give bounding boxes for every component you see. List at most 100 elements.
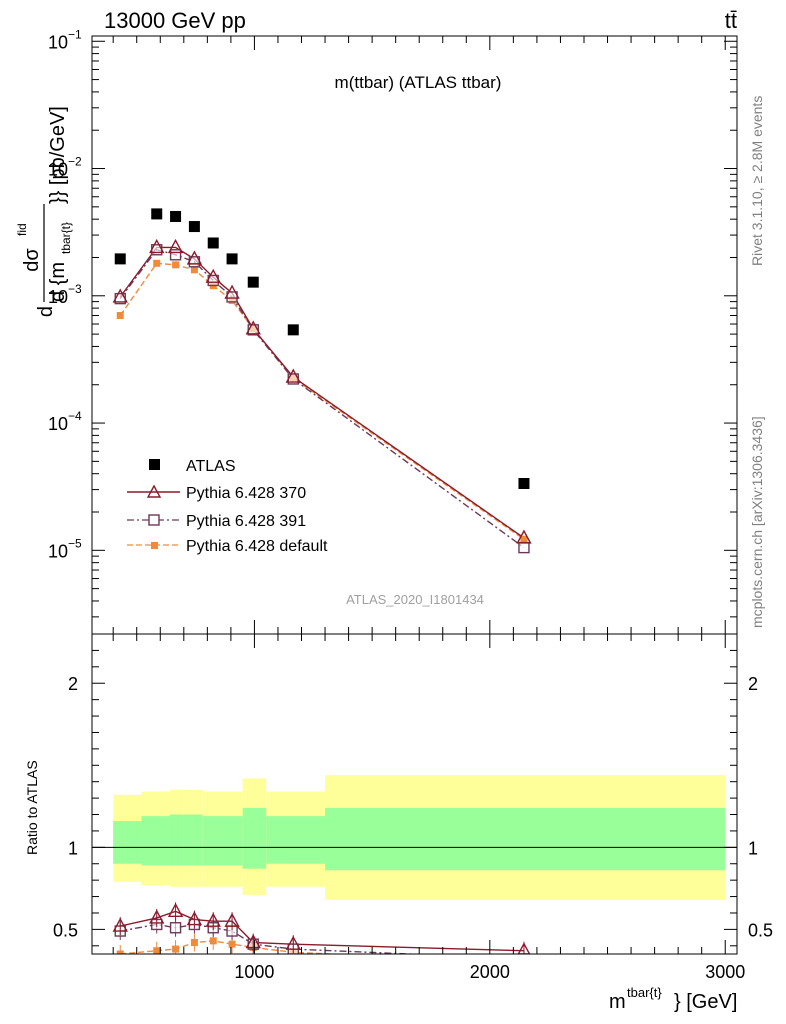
ratio-y-tick-label-right: 2 — [748, 674, 758, 694]
legend-label-py391: Pythia 6.428 391 — [186, 513, 306, 530]
y-tick-label-base: 10 — [48, 160, 68, 180]
main-data-point — [226, 291, 238, 303]
main-data-point — [518, 477, 530, 489]
main-data-point — [172, 261, 180, 269]
y-label-den-sub: tbar{t} — [59, 222, 73, 254]
main-data-point — [245, 320, 261, 335]
stat-uncertainty-band — [221, 816, 243, 866]
main-data-point — [190, 266, 198, 274]
main-series-line — [119, 246, 525, 539]
stat-uncertainty-band — [202, 816, 222, 866]
y-tick-label-exp: −5 — [68, 536, 82, 550]
y-tick-label-exp: −4 — [68, 409, 82, 423]
y-label-d: d — [35, 306, 57, 317]
ratio-data-point — [186, 911, 203, 926]
main-data-point — [518, 541, 530, 554]
main-series-line — [119, 262, 525, 540]
legend: ATLAS Pythia 6.428 370 Pythia 6.428 391 … — [127, 458, 328, 555]
y-label-sigma: dσ — [21, 248, 43, 272]
y-label-sigma-sup: fid — [15, 223, 29, 236]
main-data-point — [116, 312, 124, 320]
main-data-point — [205, 268, 221, 283]
y-tick-label-exp: −1 — [68, 27, 82, 41]
main-data-point — [224, 284, 240, 299]
ratio-y-axis-label: Ratio to ATLAS — [24, 760, 40, 855]
main-data-point — [167, 238, 184, 254]
ratio-data-point — [517, 942, 531, 954]
main-data-point — [516, 529, 532, 544]
ratio-plot-frame — [91, 633, 738, 955]
stat-uncertainty-band — [169, 814, 184, 866]
main-data-point — [169, 249, 182, 261]
x-tick-label: 3000 — [705, 962, 745, 982]
main-y-ticks: 10−110−210−310−410−5 — [48, 27, 737, 618]
ratio-data-point — [153, 947, 161, 954]
main-data-point — [520, 535, 528, 543]
main-data-point — [112, 288, 128, 303]
ratio-data-point — [209, 937, 217, 945]
stat-uncertainty-band — [266, 816, 326, 864]
header-right-label: tt̄ — [725, 8, 737, 33]
legend-marker-py391 — [148, 514, 160, 526]
ratio-data-point — [285, 935, 301, 950]
ratio-series-line — [120, 940, 349, 954]
ratio-data-point — [518, 953, 530, 954]
main-data-point — [153, 259, 161, 267]
main-data-point — [285, 368, 301, 383]
y-label-tail: }} [pb/GeV] — [47, 106, 69, 204]
ratio-bands — [113, 775, 726, 900]
main-data-point — [226, 253, 238, 265]
ratio-y-tick-label-left: 0.5 — [53, 920, 78, 940]
y-tick-label-base: 10 — [48, 32, 68, 52]
legend-label-pydefault: Pythia 6.428 default — [186, 538, 328, 555]
ratio-y-tick-label-left: 1 — [68, 838, 78, 858]
main-data-point — [151, 208, 163, 220]
ratio-data-point — [245, 934, 261, 949]
main-plot: 10−110−210−310−410−5 m(ttbar) (ATLAS ttb… — [15, 27, 738, 635]
x-label-tail: } [GeV] — [674, 991, 737, 1013]
main-data-point — [287, 324, 299, 336]
ratio-data-point — [116, 950, 124, 954]
stat-uncertainty-band — [325, 807, 726, 871]
header-left-label: 13000 GeV pp — [104, 8, 246, 33]
ratio-series — [112, 902, 531, 954]
ratio-data-point — [149, 909, 165, 924]
legend-marker-pydefault — [151, 542, 158, 549]
ratio-x-ticks: 1000 2000 3000 — [112, 634, 745, 982]
ratio-data-point — [169, 922, 182, 934]
y-tick-label-base: 10 — [48, 414, 68, 434]
x-tick-label: 2000 — [470, 962, 510, 982]
plot-title: m(ttbar) (ATLAS ttbar) — [335, 73, 502, 92]
main-data-point — [149, 238, 165, 254]
main-data-point — [207, 237, 219, 249]
ratio-y-tick-label-left: 2 — [68, 674, 78, 694]
main-series — [112, 208, 532, 554]
ratio-data-point — [205, 912, 221, 927]
ratio-data-point — [172, 945, 180, 953]
legend-label-atlas: ATLAS — [186, 458, 236, 475]
x-tick-label: 1000 — [234, 962, 274, 982]
y-tick-label-base: 10 — [48, 541, 68, 561]
main-y-axis-label: d dσ fid d {m tbar{t} }} [pb/GeV] — [15, 106, 73, 317]
ratio-data-point — [112, 917, 128, 932]
ratio-plot: 2 2 1 1 0.5 0.5 1000 2000 3000 Ratio to ATLAS m… — [24, 633, 773, 1013]
ratio-y-ticks: 2 2 1 1 0.5 0.5 — [53, 649, 773, 947]
ratio-data-point — [224, 912, 240, 927]
stat-uncertainty-band — [113, 821, 142, 864]
legend-marker-py370 — [146, 484, 162, 498]
ratio-data-point — [190, 939, 198, 947]
x-label-m: m — [609, 991, 626, 1013]
ratio-data-point — [228, 940, 236, 948]
x-label-sup: tbar{t} — [627, 985, 662, 1000]
main-data-point — [186, 250, 203, 265]
rivet-label: Rivet 3.1.10, ≥ 2.8M events — [749, 96, 765, 266]
y-tick-label-base: 10 — [48, 287, 68, 307]
main-data-point — [188, 221, 200, 233]
main-data-point — [114, 253, 126, 265]
legend-label-py370: Pythia 6.428 370 — [186, 485, 306, 502]
main-data-point — [170, 210, 182, 222]
ratio-y-tick-label-right: 1 — [748, 838, 758, 858]
x-axis-label: m tbar{t} } [GeV] — [609, 985, 737, 1013]
stat-uncertainty-band — [183, 814, 203, 866]
